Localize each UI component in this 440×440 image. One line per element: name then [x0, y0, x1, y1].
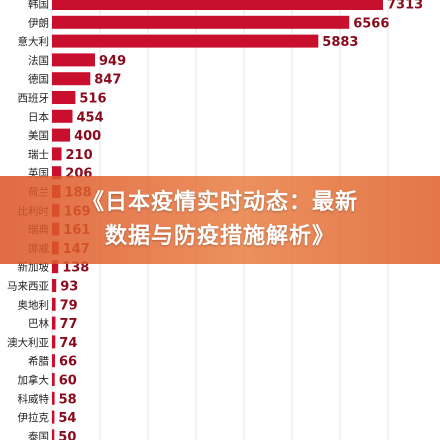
value-label: 210: [66, 148, 93, 163]
value-label: 74: [59, 336, 77, 351]
value-label: 400: [74, 129, 101, 144]
category-label: 西班牙: [18, 93, 50, 105]
category-label: 加拿大: [18, 374, 50, 387]
category-label: 澳大利亚: [7, 336, 49, 349]
value-label: 50: [58, 430, 76, 440]
bar: [52, 335, 56, 349]
bar: [52, 0, 383, 10]
category-label: 意大利: [18, 35, 50, 48]
value-label: 5883: [322, 35, 358, 50]
bar: [52, 72, 91, 86]
bar: [52, 391, 55, 405]
value-label: 66: [59, 355, 77, 370]
bar: [52, 128, 71, 142]
category-label: 法国: [28, 54, 49, 67]
bar: [52, 91, 76, 104]
title-banner: 《日本疫情实时动态：最新 数据与防疫措施解析》: [0, 176, 440, 264]
category-label: 泰国: [28, 430, 49, 440]
banner-title-line-2: 数据与防疫措施解析》: [104, 224, 335, 249]
value-label: 138: [62, 261, 89, 276]
value-label: 58: [59, 392, 77, 407]
bar: [52, 260, 59, 274]
category-label: 伊拉克: [18, 411, 50, 424]
bar: [52, 53, 95, 67]
value-label: 60: [59, 374, 77, 389]
category-label: 巴林: [28, 317, 49, 330]
bar: [52, 166, 62, 180]
category-label: 日本: [28, 110, 49, 123]
value-label: 516: [79, 92, 106, 107]
bar: [52, 147, 62, 161]
bar: [52, 410, 55, 424]
category-label: 瑞士: [28, 148, 49, 161]
banner-title-line-1: 《日本疫情实时动态：最新: [81, 190, 358, 215]
bar: [52, 109, 73, 123]
value-label: 93: [60, 280, 78, 295]
value-label: 454: [77, 110, 104, 125]
category-label: 美国: [28, 129, 49, 142]
category-label: 德国: [28, 73, 49, 86]
value-label: 7313: [387, 0, 423, 13]
bar: [52, 297, 56, 311]
category-label: 希腊: [28, 355, 49, 368]
bar: [52, 354, 55, 368]
category-label: 马来西亚: [7, 281, 49, 293]
bar: [52, 279, 57, 292]
value-label: 79: [60, 298, 78, 313]
category-label: 韩国: [28, 0, 49, 11]
value-label: 949: [99, 54, 126, 69]
value-label: 77: [60, 317, 78, 332]
bar: [52, 373, 55, 386]
bar: [52, 316, 56, 330]
value-label: 54: [58, 411, 76, 426]
bar: [52, 15, 350, 29]
category-label: 伊朗: [28, 17, 49, 29]
value-label: 6566: [353, 16, 389, 31]
category-label: 奥地利: [18, 298, 50, 311]
category-label: 科威特: [18, 392, 50, 405]
bar: [52, 34, 319, 48]
bar: [52, 429, 55, 440]
value-label: 847: [94, 73, 121, 88]
